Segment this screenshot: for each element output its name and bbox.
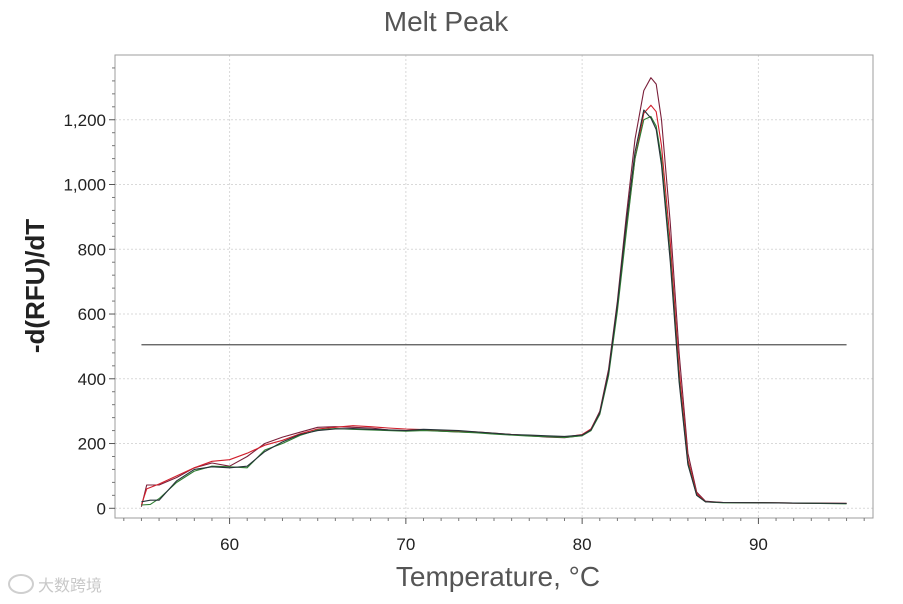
melt-curve-line-3 bbox=[141, 115, 847, 506]
y-axis-label: -d(RFU)/dT bbox=[20, 219, 50, 353]
plot-area-frame bbox=[114, 54, 874, 519]
x-tick-label: 80 bbox=[573, 535, 592, 554]
y-tick-label: 800 bbox=[78, 240, 106, 259]
axis-ticks: 60 70 80 90 0 200 400 600 800 1,000 1,200 bbox=[63, 67, 865, 554]
x-tick-label: 90 bbox=[749, 535, 768, 554]
melt-curve-line-1 bbox=[140, 77, 847, 507]
y-tick-label: 400 bbox=[78, 370, 106, 389]
grid-lines bbox=[115, 55, 873, 518]
chart-title: Melt Peak bbox=[384, 6, 509, 37]
y-tick-label: 1,000 bbox=[63, 176, 106, 195]
series-lines bbox=[140, 77, 847, 507]
y-tick-label: 600 bbox=[78, 305, 106, 324]
x-tick-label: 70 bbox=[396, 535, 415, 554]
x-axis-label: Temperature, °C bbox=[396, 561, 600, 592]
y-tick-label: 1,200 bbox=[63, 111, 106, 130]
melt-curve-line-2 bbox=[140, 104, 847, 506]
y-tick-label: 200 bbox=[78, 435, 106, 454]
watermark-text: 大数跨境 bbox=[38, 576, 103, 595]
x-tick-label: 60 bbox=[220, 535, 239, 554]
watermark-logo-icon bbox=[8, 574, 34, 594]
y-tick-label: 0 bbox=[97, 499, 106, 518]
watermark: 大数跨境 bbox=[8, 572, 102, 596]
melt-curve-line-4 bbox=[141, 109, 847, 504]
